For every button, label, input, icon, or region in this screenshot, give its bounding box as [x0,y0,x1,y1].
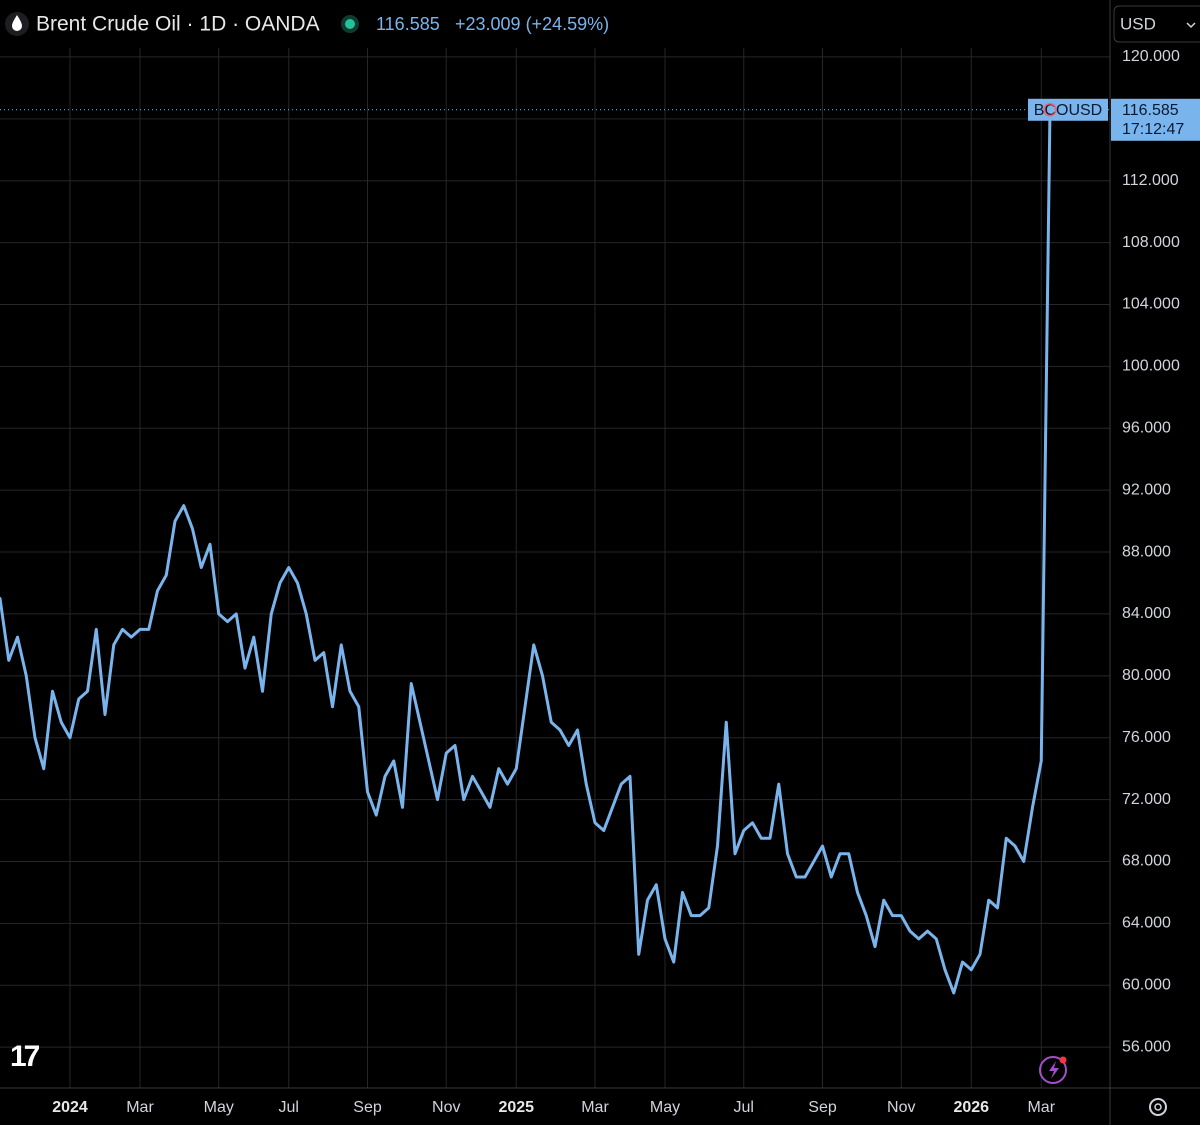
x-tick-label: Sep [353,1099,382,1116]
x-tick-label: May [204,1099,234,1116]
y-tick-label: 88.000 [1122,543,1171,560]
price-tag-value: 116.585 [1122,102,1179,119]
alert-badge [1059,1056,1067,1064]
y-tick-label: 100.000 [1122,358,1180,375]
currency-chevron[interactable] [1186,22,1196,29]
alert-bolt[interactable] [1049,1061,1059,1079]
y-tick-label: 112.000 [1122,172,1179,189]
alert-icon[interactable] [1039,1056,1067,1084]
currency-button[interactable] [1113,5,1200,43]
y-tick-label: 60.000 [1122,976,1171,993]
price-tag: BCOUSD 116.585 17:12:47 [0,98,1200,141]
x-tick-label: 2026 [953,1099,989,1116]
symbol-label: BCOUSD [1034,102,1102,119]
x-tick-label: Mar [1027,1099,1055,1116]
x-tick-label: Jul [734,1099,754,1116]
y-tick-label: 80.000 [1122,667,1171,684]
y-tick-label: 76.000 [1122,729,1171,746]
y-tick-label: 56.000 [1122,1038,1171,1055]
price-tag-time: 17:12:47 [1122,121,1184,138]
drop-icon [12,15,22,31]
y-tick-label: 64.000 [1122,915,1171,932]
price-change: +23.009 (+24.59%) [455,14,609,34]
settings-icon[interactable] [1149,1098,1167,1116]
x-tick-label: Sep [808,1099,837,1116]
tv-logo: 17 [10,1040,40,1073]
x-tick-label: May [650,1099,680,1116]
grid [0,0,1110,1088]
header-bg [0,0,1108,48]
chart-title: Brent Crude Oil · 1D · OANDA [36,13,320,36]
plot [0,108,1052,995]
x-tick-label: Jul [279,1099,299,1116]
price-line [0,108,1052,995]
y-tick-label: 92.000 [1122,481,1171,498]
settings-core[interactable] [1154,1103,1162,1111]
last-point [1043,103,1057,117]
price-tag-box [1111,98,1200,141]
last-price: 116.585 [376,14,440,34]
y-tick-label: 96.000 [1122,419,1171,436]
x-tick-label: Mar [581,1099,609,1116]
y-tick-label: 104.000 [1122,296,1180,313]
y-tick-label: 72.000 [1122,791,1171,808]
y-tick-label: 120.000 [1122,48,1180,65]
x-tick-label: Nov [432,1099,460,1116]
y-tick-label: 108.000 [1122,234,1180,251]
y-tick-label: 84.000 [1122,605,1171,622]
x-tick-label: Nov [887,1099,915,1116]
x-tick-label: 2024 [52,1099,88,1116]
currency-label[interactable]: USD [1120,14,1156,33]
status-dot [345,19,355,29]
x-tick-label: 2025 [498,1099,534,1116]
y-tick-label: 68.000 [1122,853,1171,870]
x-tick-label: Mar [126,1099,154,1116]
